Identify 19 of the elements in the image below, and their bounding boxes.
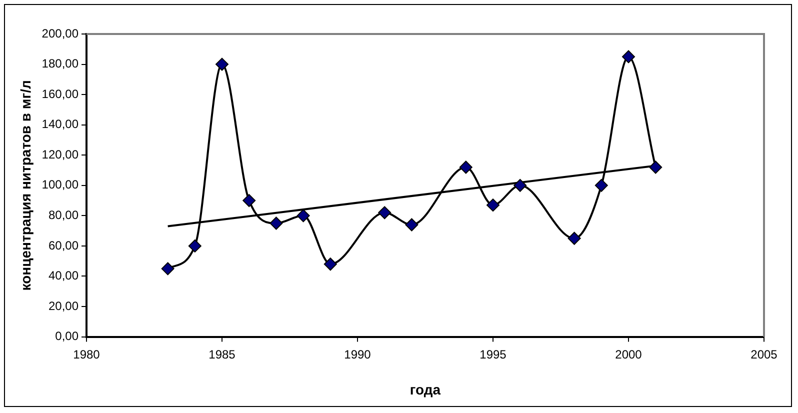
x-tick-label: 2005 [750,347,778,362]
x-tick-label: 1985 [208,347,236,362]
y-tick-label: 120,00 [42,147,79,162]
x-tick-label: 1980 [73,347,100,362]
x-axis-title: года [410,381,441,398]
y-tick-label: 0,00 [55,329,79,344]
y-tick-label: 160,00 [42,86,79,101]
y-tick-label: 200,00 [42,26,79,40]
y-tick-label: 100,00 [42,178,79,192]
y-tick-label: 80,00 [48,208,79,222]
x-tick-label: 1990 [344,347,372,362]
y-tick-label: 60,00 [48,238,79,252]
y-tick-label: 20,00 [48,298,79,313]
y-tick-label: 140,00 [42,117,79,132]
y-tick-label: 40,00 [48,268,79,283]
x-tick-label: 1995 [480,347,507,362]
y-tick-label: 180,00 [42,56,79,71]
y-axis-title: концентрация нитратов в мг/л [17,80,34,291]
x-tick-label: 2000 [615,347,642,362]
